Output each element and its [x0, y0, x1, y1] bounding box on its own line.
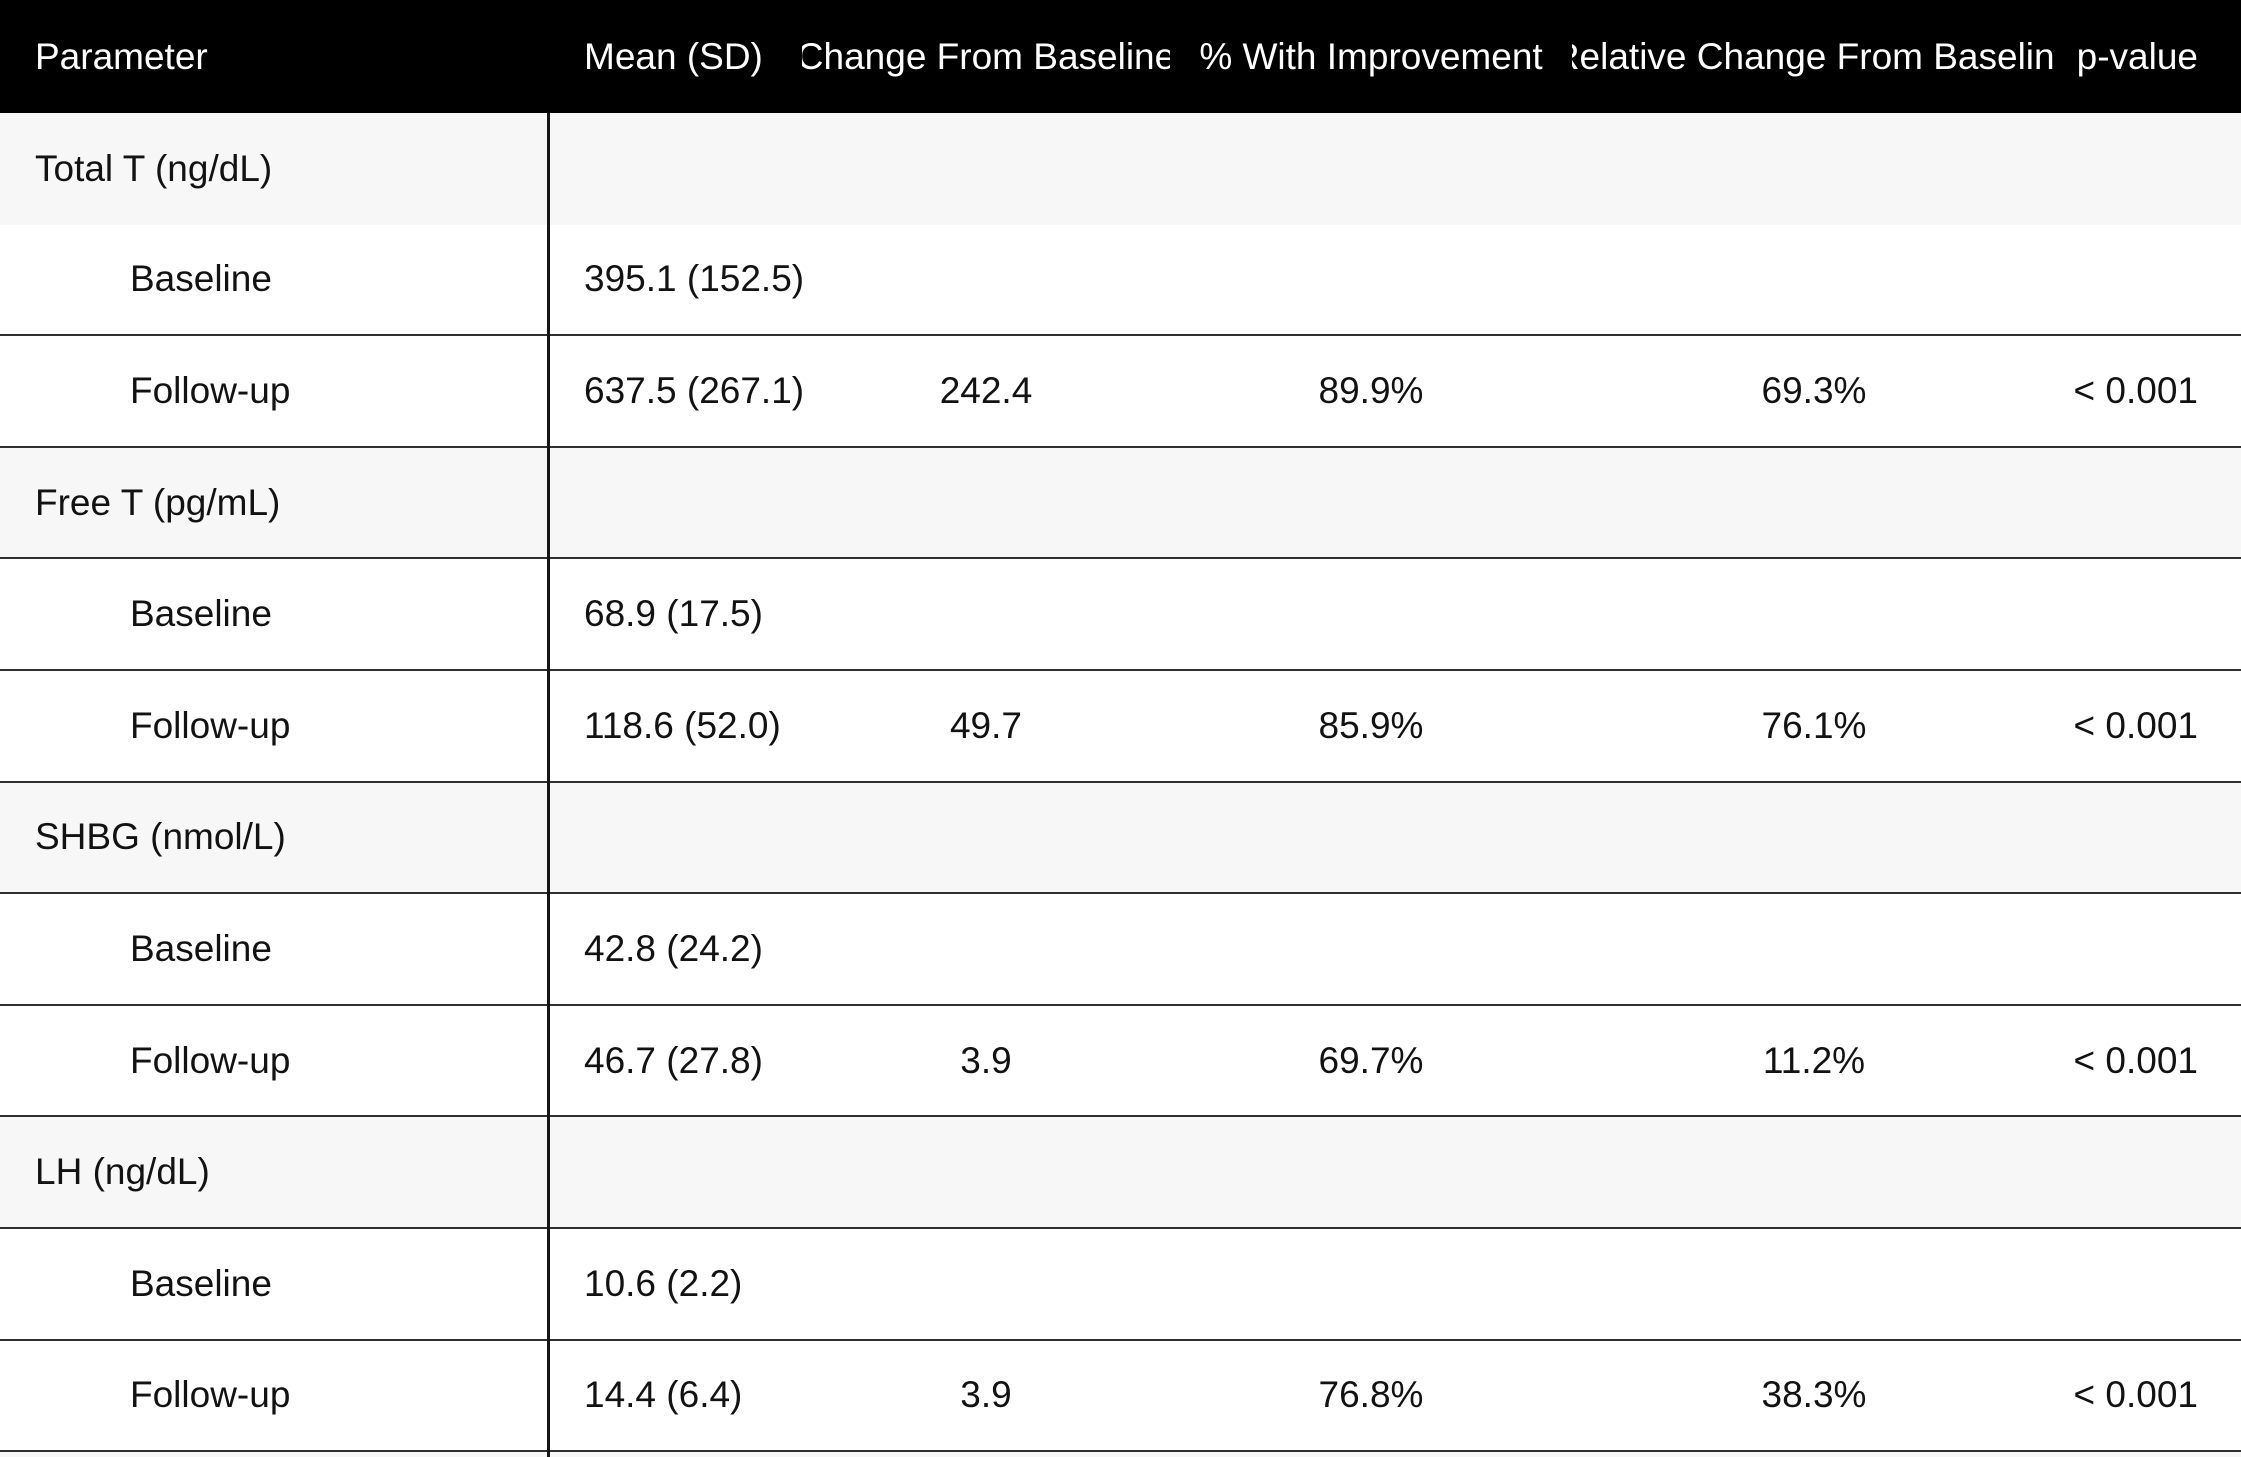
improvement-cell: 89.9% — [1318, 369, 1424, 411]
section-row: SHBG (nmol/L) — [0, 782, 2241, 895]
relative-change-cell — [1572, 894, 2056, 1004]
p-value-cell: < 0.001 — [2073, 1039, 2198, 1081]
change-cell — [802, 1117, 1170, 1227]
column-header-parameter: Parameter — [35, 35, 208, 77]
mean-sd-cell: 46.7 (27.8) — [584, 1039, 763, 1081]
relative-change-cell — [1572, 113, 2056, 225]
parameter-cell: Total T (ng/dL) — [35, 147, 273, 189]
parameter-cell: Baseline — [130, 258, 272, 300]
change-cell — [802, 225, 1170, 335]
relative-change-cell — [1572, 448, 2056, 558]
clipped-next-row — [0, 1452, 2241, 1457]
improvement-cell — [1170, 1229, 1572, 1339]
mean-sd-cell: 42.8 (24.2) — [584, 927, 763, 969]
change-cell: 49.7 — [949, 704, 1022, 746]
data-row: Follow-up 46.7 (27.8) 3.9 69.7% 11.2% < … — [0, 1005, 2241, 1118]
section-row: LH (ng/dL) — [0, 1117, 2241, 1229]
column-divider-line — [547, 113, 550, 1457]
relative-change-cell: 69.3% — [1761, 369, 1867, 411]
change-cell — [802, 783, 1170, 893]
change-cell — [802, 894, 1170, 1004]
change-cell: 3.9 — [960, 1039, 1012, 1081]
p-value-cell — [2056, 448, 2241, 558]
change-cell: 242.4 — [939, 369, 1033, 411]
relative-change-cell — [1572, 225, 2056, 335]
mean-sd-cell: 10.6 (2.2) — [584, 1262, 743, 1304]
mean-sd-cell: 14.4 (6.4) — [584, 1374, 743, 1416]
data-row: Baseline 42.8 (24.2) — [0, 894, 2241, 1006]
p-value-cell: < 0.001 — [2073, 1374, 2198, 1416]
relative-change-cell — [1572, 559, 2056, 669]
change-cell — [802, 559, 1170, 669]
improvement-cell — [1170, 783, 1572, 893]
p-value-cell — [2056, 894, 2241, 1004]
data-row: Follow-up 118.6 (52.0) 49.7 85.9% 76.1% … — [0, 670, 2241, 783]
column-header-pct-with-improvement: % With Improvement — [1199, 35, 1543, 77]
improvement-cell — [1170, 448, 1572, 558]
change-cell: 3.9 — [960, 1374, 1012, 1416]
relative-change-cell — [1572, 1229, 2056, 1339]
mean-sd-cell: 395.1 (152.5) — [584, 258, 802, 300]
relative-change-cell — [1572, 1117, 2056, 1227]
mean-sd-cell — [549, 113, 802, 225]
parameter-cell: LH (ng/dL) — [35, 1151, 210, 1193]
mean-sd-cell: 118.6 (52.0) — [584, 704, 781, 746]
parameter-cell: SHBG (nmol/L) — [35, 816, 286, 858]
parameter-cell: Follow-up — [130, 1039, 291, 1081]
mean-sd-cell — [549, 448, 802, 558]
parameter-cell: Follow-up — [130, 1374, 291, 1416]
change-cell — [802, 1229, 1170, 1339]
column-header-p-value: p-value — [2076, 35, 2198, 77]
improvement-cell — [1170, 559, 1572, 669]
improvement-cell — [1170, 1117, 1572, 1227]
section-row: Total T (ng/dL) — [0, 113, 2241, 225]
column-header-mean-sd: Mean (SD) — [584, 35, 763, 77]
parameter-cell: Free T (pg/mL) — [35, 481, 281, 523]
relative-change-cell: 38.3% — [1761, 1374, 1867, 1416]
section-row: Free T (pg/mL) — [0, 447, 2241, 560]
improvement-cell — [1170, 894, 1572, 1004]
improvement-cell: 85.9% — [1318, 704, 1424, 746]
table-header-row: Parameter Mean (SD) Change From Baseline… — [0, 0, 2241, 113]
mean-sd-cell — [549, 783, 802, 893]
change-cell — [802, 448, 1170, 558]
p-value-cell: < 0.001 — [2073, 369, 2198, 411]
p-value-cell — [2056, 783, 2241, 893]
data-row: Baseline 68.9 (17.5) — [0, 559, 2241, 671]
change-cell — [802, 113, 1170, 225]
improvement-cell: 76.8% — [1318, 1374, 1424, 1416]
relative-change-cell — [1572, 783, 2056, 893]
parameter-cell: Baseline — [130, 927, 272, 969]
p-value-cell — [2056, 225, 2241, 335]
mean-sd-cell — [549, 1117, 802, 1227]
data-row: Baseline 10.6 (2.2) — [0, 1228, 2241, 1341]
data-row: Follow-up 14.4 (6.4) 3.9 76.8% 38.3% < 0… — [0, 1340, 2241, 1453]
p-value-cell — [2056, 1229, 2241, 1339]
parameter-cell: Baseline — [130, 593, 272, 635]
p-value-cell — [2056, 113, 2241, 225]
improvement-cell — [1170, 225, 1572, 335]
p-value-cell — [2056, 559, 2241, 669]
column-header-relative-change: Relative Change From Baseline — [1572, 35, 2056, 77]
p-value-cell — [2056, 1117, 2241, 1227]
p-value-cell: < 0.001 — [2073, 704, 2198, 746]
column-header-change-from-baseline: Change From Baseline — [802, 35, 1170, 77]
parameter-cell: Baseline — [130, 1262, 272, 1304]
mean-sd-cell: 68.9 (17.5) — [584, 593, 763, 635]
parameter-cell: Follow-up — [130, 704, 291, 746]
relative-change-cell: 76.1% — [1761, 704, 1867, 746]
data-row: Baseline 395.1 (152.5) — [0, 224, 2241, 337]
improvement-cell — [1170, 113, 1572, 225]
improvement-cell: 69.7% — [1318, 1039, 1424, 1081]
data-row: Follow-up 637.5 (267.1) 242.4 89.9% 69.3… — [0, 336, 2241, 448]
relative-change-cell: 11.2% — [1762, 1039, 1866, 1081]
parameter-cell: Follow-up — [130, 369, 291, 411]
mean-sd-cell: 637.5 (267.1) — [584, 369, 802, 411]
